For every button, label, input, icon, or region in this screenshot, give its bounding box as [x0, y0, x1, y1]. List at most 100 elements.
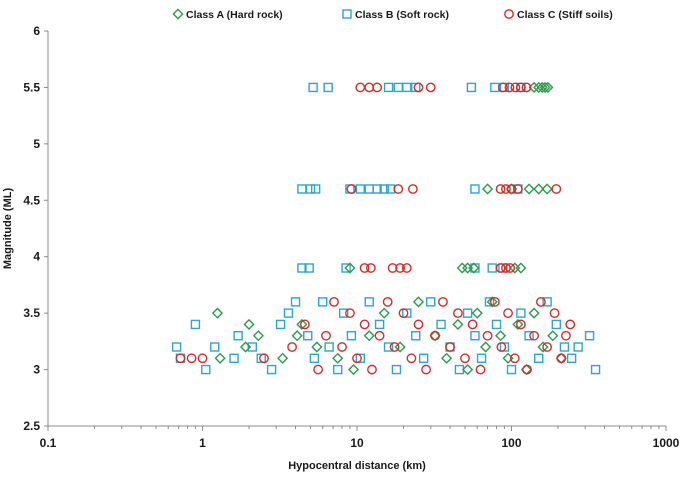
data-point: [512, 184, 523, 194]
data-points: [171, 81, 601, 376]
data-point: [505, 263, 516, 273]
data-point: [363, 330, 375, 342]
data-point: [515, 262, 527, 274]
data-point: [359, 319, 370, 330]
data-point: [440, 352, 453, 364]
data-point: [523, 183, 535, 195]
legend-label: Class B (Soft rock): [355, 9, 449, 21]
data-point: [305, 184, 316, 194]
data-point: [290, 297, 301, 307]
x-tick-label: 1000: [653, 436, 680, 450]
data-point: [214, 352, 226, 364]
legend: Class A (Hard rock) Class B (Soft rock) Cl…: [172, 8, 613, 21]
data-point: [229, 353, 239, 363]
data-point: [389, 342, 400, 352]
data-point: [453, 308, 463, 319]
data-point: [259, 353, 269, 364]
data-point: [383, 82, 394, 93]
data-point: [436, 319, 446, 330]
data-point: [516, 308, 526, 318]
data-point: [534, 353, 544, 363]
data-point: [528, 307, 540, 319]
data-point: [468, 262, 480, 274]
y-tick-label: 4: [33, 250, 40, 264]
x-tick-label: 10: [350, 436, 364, 450]
data-point: [210, 342, 220, 352]
data-point: [541, 183, 553, 195]
data-point: [393, 82, 403, 93]
data-point: [329, 296, 339, 307]
data-point: [318, 297, 328, 307]
x-tick-labels: 0.1 1 10 100 1000: [40, 436, 680, 450]
data-point: [401, 263, 412, 273]
data-point: [304, 263, 314, 273]
data-point: [480, 341, 492, 353]
data-point: [584, 331, 595, 341]
data-point: [542, 297, 552, 307]
data-point: [426, 297, 436, 307]
series-square-group: [171, 82, 601, 375]
data-point: [367, 364, 377, 375]
data-point: [344, 262, 356, 274]
data-point: [311, 341, 323, 353]
data-point: [387, 263, 398, 273]
data-point: [332, 352, 344, 364]
data-point: [341, 263, 351, 273]
data-point: [247, 342, 257, 352]
data-point: [406, 353, 417, 364]
data-point: [430, 330, 440, 341]
data-point: [296, 318, 308, 331]
x-axis-title: Hypocentral distance (km): [288, 460, 426, 472]
data-point: [551, 184, 562, 194]
data-point: [495, 263, 506, 273]
data-point: [291, 330, 303, 342]
data-point: [524, 331, 534, 341]
data-point: [510, 82, 521, 93]
data-point: [462, 308, 473, 318]
data-point: [211, 307, 224, 319]
data-point: [382, 296, 393, 307]
data-point: [565, 319, 576, 330]
data-point: [308, 82, 318, 93]
data-point: [512, 318, 524, 331]
x-tick-label: 0.1: [40, 436, 57, 450]
data-point: [590, 364, 601, 375]
data-point: [499, 342, 510, 352]
data-point: [395, 263, 405, 273]
data-point: [277, 352, 289, 364]
legend-label: Class A (Hard rock): [186, 9, 283, 21]
y-tick-labels: 2.5 3 3.5 4 4.5 5 5.5 6: [23, 24, 40, 433]
data-point: [547, 330, 559, 342]
x-tick-label: 1: [199, 436, 206, 450]
data-point: [309, 353, 320, 363]
data-point: [252, 330, 264, 342]
data-point: [359, 263, 370, 273]
data-point: [471, 307, 483, 319]
y-tick-label: 2.5: [23, 419, 40, 433]
data-point: [233, 331, 243, 341]
data-point: [355, 184, 365, 194]
data-point: [412, 296, 425, 308]
data-point: [445, 342, 455, 352]
data-point: [506, 364, 517, 375]
data-point: [313, 364, 323, 375]
data-point: [364, 82, 375, 93]
data-point: [372, 82, 383, 93]
data-point: [539, 81, 551, 94]
data-point: [501, 263, 511, 273]
data-point: [529, 330, 539, 341]
data-point: [452, 318, 464, 331]
data-point: [566, 353, 577, 363]
legend-label: Class C (Stiff soils): [517, 9, 613, 21]
series-diamond-group: [211, 81, 567, 376]
data-point: [504, 82, 515, 93]
data-point: [498, 82, 508, 93]
data-point: [338, 308, 349, 318]
data-point: [521, 82, 532, 93]
data-point: [332, 364, 343, 375]
data-point: [402, 82, 412, 93]
data-point: [496, 342, 507, 352]
data-point: [536, 296, 546, 307]
